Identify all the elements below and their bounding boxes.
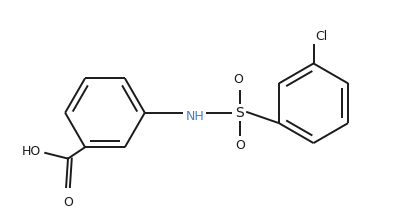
Text: O: O [234,73,244,86]
Text: HO: HO [21,145,40,159]
Text: O: O [63,195,73,209]
Text: NH: NH [186,110,204,123]
Text: Cl: Cl [315,30,328,43]
Text: S: S [235,106,244,120]
Text: O: O [236,139,245,152]
